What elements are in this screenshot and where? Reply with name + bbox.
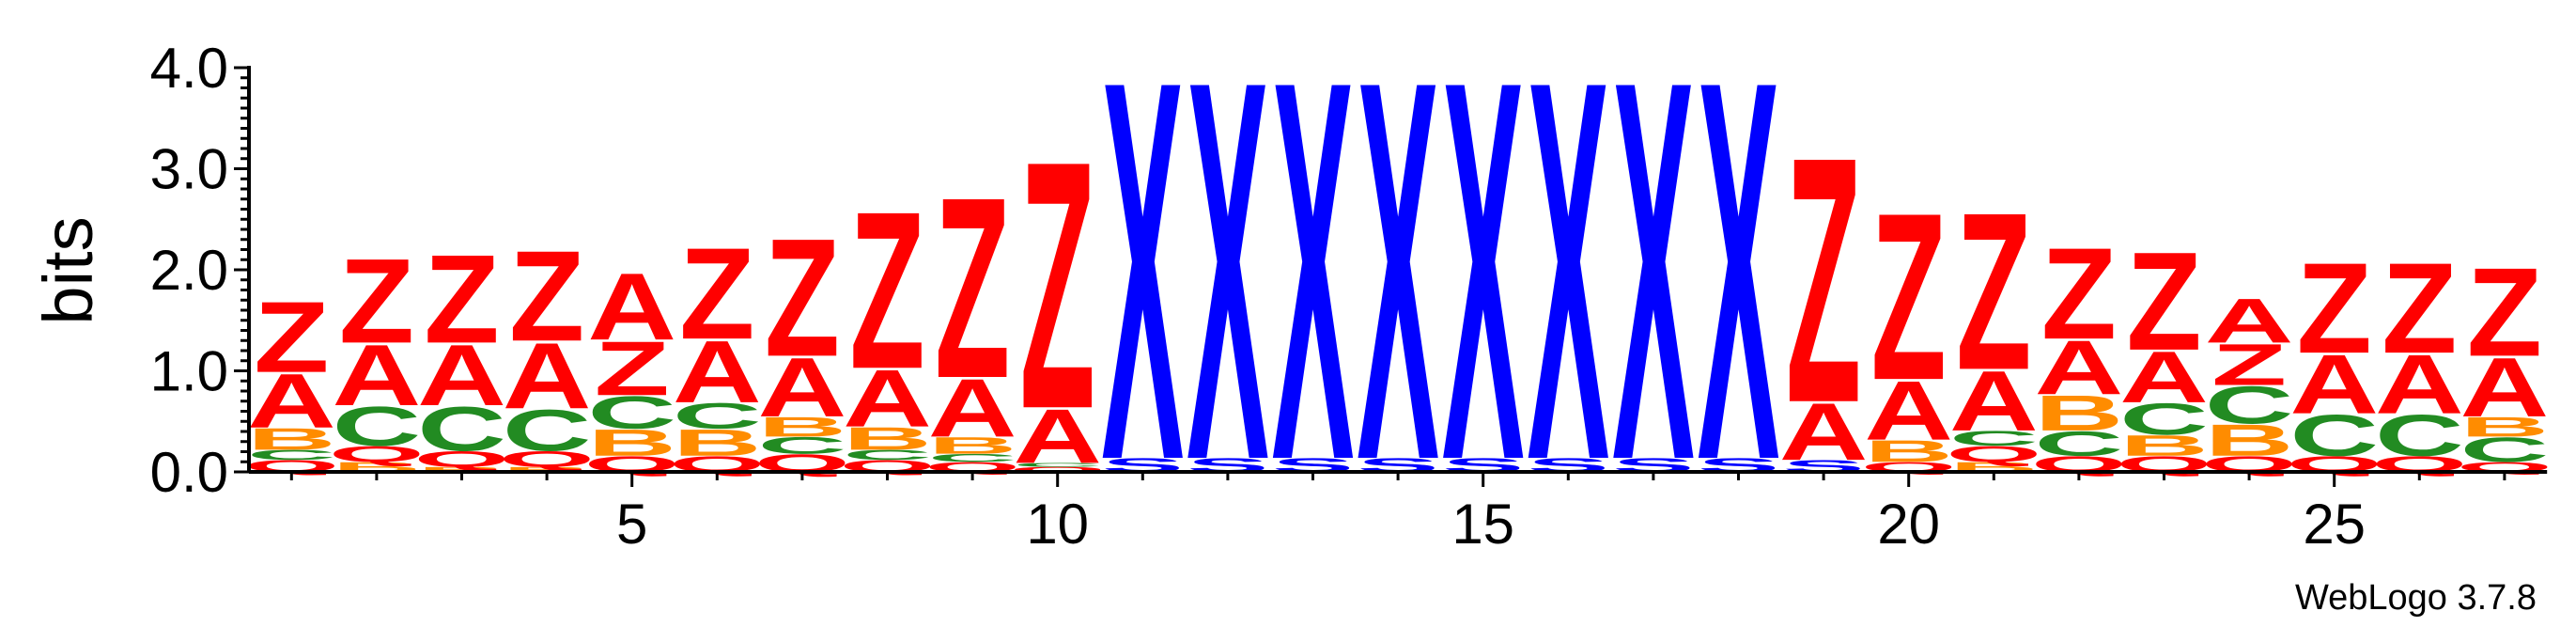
logo-letter-Z-pos-2: Z (339, 233, 414, 368)
logo-letter-A-pos-25: A (2289, 337, 2379, 431)
logo-letter-C-pos-21: C (1949, 427, 2039, 450)
logo-letter-Q-pos-4: Q (499, 447, 595, 472)
logo-letter-C-pos-3: C (417, 394, 506, 464)
logo-letter-Z-pos-7: Z (765, 204, 840, 392)
logo-letter-A-pos-5: A (587, 253, 676, 359)
x-axis: 5 10 15 20 25 (249, 470, 2548, 556)
logo-letter-B-pos-6: B (673, 421, 762, 463)
y-tick-label: 3.0 (150, 138, 228, 201)
logo-letter-Q-pos-3: Q (413, 447, 509, 472)
logo-letter-Q-pos-21: Q (1946, 442, 2041, 467)
y-tick-label: 1.0 (150, 340, 228, 403)
logo-letter-C-pos-2: C (333, 395, 422, 458)
y-tick-label: 0.0 (150, 441, 228, 504)
logo-letter-Q-pos-10: Q (1010, 465, 1106, 473)
logo-letter-Z-pos-4: Z (509, 225, 584, 368)
logo-letter-C-pos-22: C (2035, 425, 2124, 463)
logo-letter-B-pos-9: B (928, 432, 1017, 459)
logo-letter-C-pos-27: C (2460, 431, 2550, 469)
logo-letter-C-pos-25: C (2289, 402, 2379, 468)
logo-letter-B-pos-23: B (2119, 430, 2209, 462)
x-tick-label: 25 (2303, 493, 2366, 556)
logo-letter-Z-pos-9: Z (935, 143, 1010, 432)
logo-letter-Z-pos-10: Z (1020, 87, 1095, 483)
logo-letter-X-pos-16: X (1528, 0, 1610, 573)
logo-letter-A-pos-20: A (1864, 363, 1953, 457)
logo-letter-B-pos-4: B (503, 465, 592, 473)
logo-letter-A-pos-24: A (2205, 286, 2294, 356)
logo-letter-X-pos-14: X (1357, 0, 1439, 573)
logo-letter-Z-pos-27: Z (2467, 243, 2542, 384)
logo-letter-B-pos-1: B (247, 422, 336, 457)
logo-letter-X-pos-15: X (1442, 0, 1525, 573)
logo-letter-X-pos-12: X (1187, 0, 1269, 573)
logo-letter-C-pos-7: C (758, 432, 847, 459)
logo-letter-A-pos-7: A (758, 340, 847, 434)
logo-letter-Q-pos-2: Q (329, 442, 425, 467)
y-tick-label: 4.0 (150, 37, 228, 100)
logo-letter-B-pos-27: B (2460, 412, 2550, 443)
logo-letter-Z-pos-3: Z (424, 229, 499, 370)
logo-letter-A-pos-19: A (1779, 385, 1869, 477)
logo-letter-A-pos-1: A (247, 358, 336, 445)
logo-letter-Z-pos-24: Z (2211, 332, 2287, 398)
logo-letter-Z-pos-21: Z (1956, 166, 2031, 417)
logo-stacks: QCBAZBQCAZBQCAZBQCAZQBCZAQBCAZQCBAZQCBAZ… (243, 0, 2553, 573)
logo-letter-B-pos-8: B (843, 421, 932, 457)
logo-letter-A-pos-26: A (2375, 337, 2464, 431)
logo-letter-Z-pos-20: Z (1871, 163, 1947, 430)
logo-letter-C-pos-4: C (503, 398, 592, 463)
logo-letter-A-pos-22: A (2035, 325, 2124, 412)
logo-letter-B-pos-7: B (758, 412, 847, 443)
x-tick-label: 20 (1877, 493, 1940, 556)
logo-letter-C-pos-9: C (928, 451, 1017, 463)
logo-letter-A-pos-2: A (333, 327, 422, 425)
x-tick-label: 5 (616, 493, 647, 556)
logo-letter-A-pos-10: A (1013, 394, 1102, 480)
logo-letter-C-pos-23: C (2119, 394, 2209, 444)
logo-letter-X-pos-18: X (1698, 0, 1780, 573)
logo-letter-Z-pos-1: Z (254, 281, 329, 394)
logo-letter-X-pos-11: X (1102, 0, 1185, 573)
logo-letter-C-pos-1: C (247, 447, 336, 463)
x-tick-label: 15 (1451, 493, 1514, 556)
logo-letter-C-pos-10: C (1013, 462, 1102, 468)
logo-letter-B-pos-20: B (1864, 434, 1953, 469)
logo-letter-C-pos-5: C (587, 387, 676, 439)
logo-letter-Z-pos-5: Z (595, 326, 670, 413)
weblogo-credit: WebLogo 3.7.8 (2295, 578, 2537, 618)
y-axis: 0.0 1.0 2.0 3.0 4.0 (150, 37, 251, 504)
logo-letter-C-pos-8: C (843, 447, 932, 463)
logo-letter-Z-pos-8: Z (849, 165, 924, 416)
logo-letter-A-pos-27: A (2460, 340, 2550, 434)
logo-letter-A-pos-3: A (417, 327, 506, 425)
logo-letter-Z-pos-26: Z (2382, 236, 2457, 380)
logo-letter-A-pos-9: A (928, 362, 1017, 455)
logo-letter-Z-pos-6: Z (679, 221, 754, 367)
logo-letter-A-pos-23: A (2119, 336, 2209, 417)
logo-letter-Z-pos-22: Z (2041, 221, 2117, 367)
logo-letter-A-pos-4: A (503, 322, 592, 428)
logo-letter-A-pos-21: A (1949, 353, 2039, 449)
logo-letter-C-pos-26: C (2375, 402, 2464, 468)
logo-letter-B-pos-24: B (2205, 415, 2294, 465)
logo-letter-B-pos-3: B (417, 465, 506, 473)
x-tick-label: 10 (1026, 493, 1089, 556)
logo-letter-A-pos-8: A (843, 353, 932, 444)
y-tick-label: 2.0 (150, 239, 228, 302)
logo-letter-Z-pos-25: Z (2297, 236, 2372, 380)
logo-letter-X-pos-13: X (1272, 0, 1355, 573)
y-axis-label: bits (29, 216, 107, 324)
logo-letter-B-pos-5: B (587, 421, 676, 463)
logo-letter-C-pos-6: C (673, 395, 762, 436)
logo-letter-B-pos-22: B (2035, 385, 2124, 442)
logo-letter-Z-pos-19: Z (1786, 86, 1861, 477)
logo-letter-A-pos-6: A (673, 323, 762, 422)
logo-letter-X-pos-17: X (1612, 0, 1695, 573)
logo-letter-C-pos-24: C (2205, 375, 2294, 434)
logo-letter-Z-pos-23: Z (2126, 223, 2201, 380)
